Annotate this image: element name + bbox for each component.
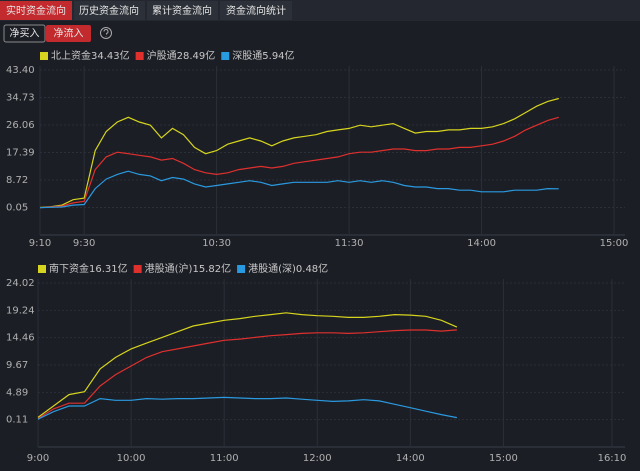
y-tick-label: 24.02 xyxy=(6,278,35,289)
legend-value: 15.82亿 xyxy=(192,262,231,275)
x-tick-label: 9:30 xyxy=(73,238,95,249)
series-line xyxy=(39,170,559,209)
y-tick-label: 26.06 xyxy=(6,120,35,131)
legend-value: 34.43亿 xyxy=(91,49,130,62)
y-tick-label: 17.39 xyxy=(6,148,35,159)
legend-swatch xyxy=(237,265,246,273)
tab[interactable]: 实时资金流向 xyxy=(6,4,66,17)
legend-label: 南下资金 xyxy=(49,262,89,275)
y-tick-label: 8.72 xyxy=(6,175,28,186)
tab[interactable] xyxy=(220,1,292,20)
legend-label: 深股通 xyxy=(232,50,262,62)
tab[interactable] xyxy=(74,1,145,20)
x-tick-label: 14:00 xyxy=(396,453,425,464)
tab[interactable] xyxy=(147,1,218,20)
x-tick-label: 15:00 xyxy=(489,453,518,464)
series-line xyxy=(39,116,559,209)
help-glyph xyxy=(103,29,109,37)
legend-label: 北上资金 xyxy=(51,49,91,62)
legend-value: 28.49亿 xyxy=(177,49,216,62)
tab-active[interactable] xyxy=(0,1,72,20)
y-tick-label: 43.40 xyxy=(6,65,35,76)
legend-label: 港股通(深) xyxy=(248,263,296,275)
y-tick-label: 9.67 xyxy=(6,360,28,371)
x-tick-label: 9:10 xyxy=(29,238,51,249)
legend-value: 0.48亿 xyxy=(296,262,328,275)
legend-swatch xyxy=(40,52,48,60)
button-label[interactable]: 净买入 xyxy=(10,27,40,40)
legend-swatch xyxy=(135,52,144,60)
x-tick-label: 11:00 xyxy=(210,453,239,464)
tab[interactable]: 资金流向统计 xyxy=(226,4,286,17)
x-tick-label: 9:00 xyxy=(27,453,49,464)
button-active[interactable] xyxy=(46,25,91,42)
tab[interactable]: 历史资金流向 xyxy=(79,4,139,17)
legend-value: 16.31亿 xyxy=(89,262,128,275)
legend-value: 5.94亿 xyxy=(262,49,294,62)
x-tick-label: 15:00 xyxy=(600,238,629,249)
x-tick-label: 10:00 xyxy=(117,453,146,464)
x-tick-label: 11:30 xyxy=(335,238,364,249)
button-label[interactable]: 净流入 xyxy=(54,27,84,40)
y-tick-label: 0.11 xyxy=(6,415,28,426)
series-line xyxy=(37,329,457,420)
y-tick-label: 14.46 xyxy=(6,333,35,344)
y-tick-label: 34.73 xyxy=(6,93,35,104)
x-tick-label: 14:00 xyxy=(467,238,496,249)
y-tick-label: 0.05 xyxy=(6,203,28,214)
series-line xyxy=(39,97,559,209)
x-tick-label: 12:00 xyxy=(303,453,332,464)
y-tick-label: 4.89 xyxy=(6,387,28,398)
y-tick-label: 19.24 xyxy=(6,305,35,316)
button[interactable] xyxy=(3,24,46,43)
legend-label: 沪股通 xyxy=(147,49,177,62)
series-line xyxy=(37,396,458,420)
series-line xyxy=(37,312,458,418)
help-icon[interactable] xyxy=(100,27,112,39)
legend-swatch xyxy=(221,52,230,60)
x-tick-label: 10:30 xyxy=(202,238,231,249)
legend-swatch xyxy=(38,265,46,273)
legend-swatch xyxy=(133,265,142,273)
x-tick-label: 16:10 xyxy=(598,453,627,464)
legend-label: 港股通(沪) xyxy=(145,262,193,275)
tab[interactable]: 累计资金流向 xyxy=(152,4,212,17)
